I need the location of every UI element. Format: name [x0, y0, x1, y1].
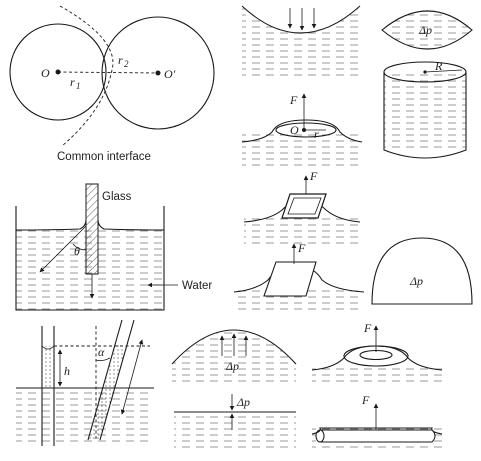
vertical-tube-liquid [42, 346, 54, 388]
label-h: h [64, 364, 70, 378]
capillary-panel: h α [16, 319, 154, 446]
tilted-tube-left-wall [87, 319, 123, 441]
concave-water [242, 6, 360, 80]
film-water [174, 412, 296, 452]
label-F-wire: F [361, 393, 370, 407]
glass-plate-beaker-panel: θ Glass Water [15, 183, 212, 311]
wire-end [315, 429, 325, 443]
label-delta-p-film: Δp [236, 395, 250, 409]
flat-film-panel: Δp [174, 394, 296, 452]
label-r1-sub: 1 [76, 81, 81, 91]
cylinder-water [384, 72, 466, 150]
label-F-plate: F [297, 241, 306, 255]
disc [275, 122, 337, 138]
label-theta: θ [74, 244, 80, 258]
label-alpha: α [98, 345, 105, 359]
glass-plate [85, 183, 99, 275]
label-r1: r [70, 75, 75, 89]
common-interface-curve [59, 5, 114, 147]
label-F-disc: F [289, 93, 298, 107]
lens-drop-panel: Δp [381, 10, 473, 50]
center-line [57, 71, 159, 74]
label-r-disc: r [314, 127, 319, 141]
frame-inner [287, 197, 322, 215]
disc-panel: F O r [241, 93, 363, 166]
tilted-tube-liquid [88, 344, 128, 440]
cylinder-panel: R [383, 59, 467, 159]
concave-surface-panel [241, 5, 361, 80]
label-r2: r [118, 53, 123, 67]
label-o-right: O′ [164, 67, 176, 81]
dome-panel: Δp [371, 237, 473, 305]
bubble-left [9, 23, 107, 121]
plate [263, 261, 317, 297]
lens-drop [381, 10, 473, 50]
alpha-arc [95, 357, 111, 362]
label-o-left: O [41, 66, 50, 80]
capillary-water [16, 388, 154, 444]
convex-surface-panel: Δp [171, 329, 297, 384]
label-F-frame: F [309, 169, 318, 183]
water-surface-right [97, 219, 165, 231]
label-O-disc: O [290, 123, 299, 137]
ring-panel: F [311, 321, 443, 384]
beaker-walls [15, 206, 165, 311]
cylinder-radius-line [424, 69, 463, 73]
wire-panel: F [311, 393, 443, 452]
label-glass: Glass [102, 191, 132, 203]
water-surface-left [15, 219, 87, 231]
center-dot-left [55, 69, 61, 75]
two-bubbles-panel: O O′ r 1 r 2 Common interface [9, 5, 215, 163]
frame-panel: F [243, 169, 361, 246]
wire-body [320, 429, 436, 443]
label-delta-p-dome: Δp [409, 274, 423, 288]
ring-water [312, 364, 442, 384]
label-R: R [434, 59, 443, 73]
dome [371, 237, 473, 305]
frame-water [244, 216, 360, 246]
bubble-right [101, 16, 215, 130]
concave-surface [241, 5, 361, 34]
label-delta-p-hill: Δp [225, 359, 239, 373]
label-delta-p-lens: Δp [418, 23, 432, 37]
disc-water-surface [241, 119, 363, 143]
cylinder-center-dot [423, 70, 427, 74]
tilted-length-arrow [120, 339, 144, 415]
label-F-ring: F [363, 321, 372, 335]
cylinder-body [383, 72, 467, 159]
vertical-tube-meniscus [41, 345, 55, 350]
convex-surface [171, 329, 297, 365]
label-water: Water [182, 280, 212, 292]
center-dot-right [155, 70, 161, 76]
caption-common-interface: Common interface [57, 151, 151, 163]
convex-water [172, 330, 296, 384]
label-r2-sub: 2 [124, 59, 129, 69]
tension-arrow [39, 225, 87, 273]
plate-panel: F [233, 241, 365, 310]
theta-arc [72, 243, 87, 251]
